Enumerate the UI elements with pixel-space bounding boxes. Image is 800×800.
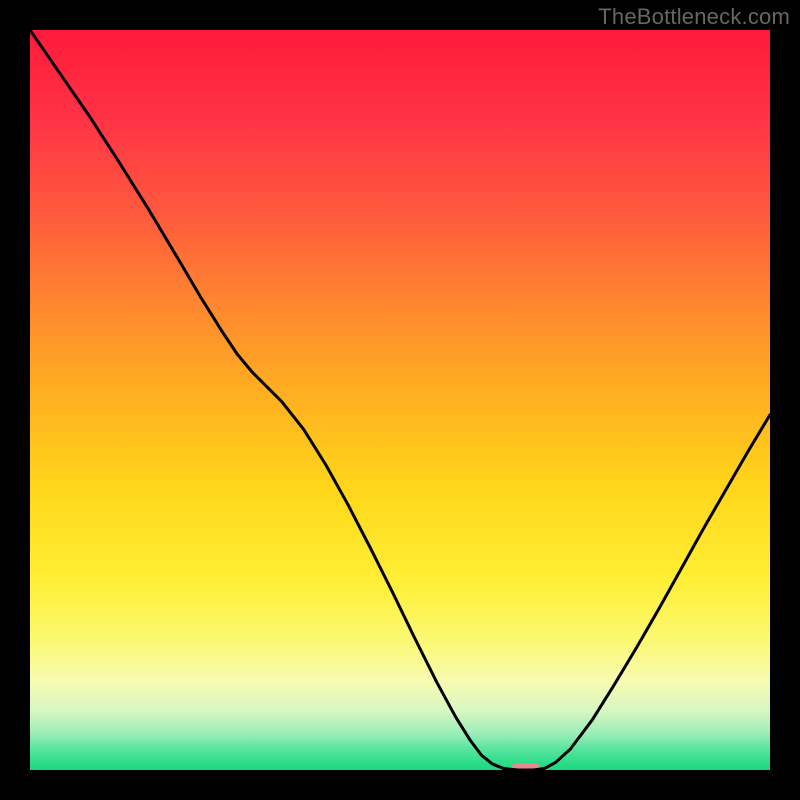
bottleneck-curve xyxy=(30,30,770,770)
watermark-text: TheBottleneck.com xyxy=(598,4,790,30)
plot-area xyxy=(30,30,770,770)
frame-border-bottom xyxy=(0,770,800,800)
frame-border-right xyxy=(770,0,800,800)
frame-border-left xyxy=(0,0,30,800)
chart-frame: TheBottleneck.com xyxy=(0,0,800,800)
